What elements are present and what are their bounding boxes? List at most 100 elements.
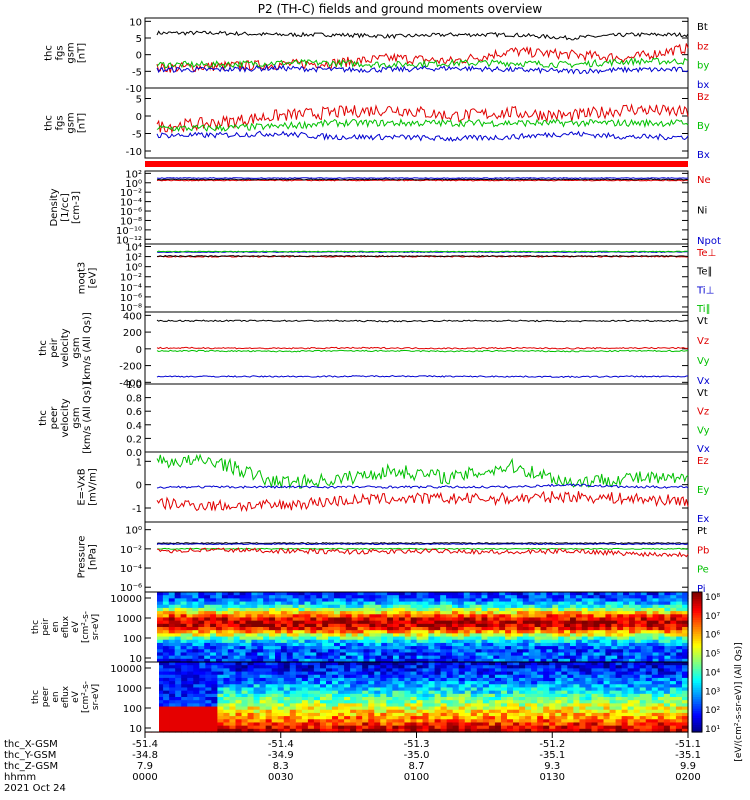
spectrogram-cell — [446, 687, 454, 692]
spectrogram-cell — [398, 633, 406, 638]
spectrogram-cell — [525, 725, 532, 730]
spectrogram-cell — [289, 668, 297, 673]
spectrogram-cell — [393, 646, 400, 650]
spectrogram-cell — [585, 693, 593, 698]
spectrogram-cell — [301, 728, 309, 733]
spectrogram-cell — [298, 652, 306, 657]
spectrogram-cell — [615, 703, 623, 708]
spectrogram-cell — [307, 681, 315, 685]
spectrogram-cell — [292, 627, 300, 631]
spectrogram-cell — [663, 725, 671, 730]
spectrogram-cell — [615, 722, 623, 727]
spectrogram-cell — [615, 706, 623, 711]
spectrogram-cell — [676, 630, 683, 634]
spectrogram-cell — [546, 617, 553, 622]
spectrogram-cell — [175, 719, 182, 724]
spectrogram-cell — [609, 722, 617, 727]
spectrogram-cell — [192, 614, 199, 619]
spectrogram-cell — [180, 598, 188, 603]
spectrogram-cell — [516, 623, 524, 628]
spectrogram-cell — [676, 649, 683, 654]
spectrogram-cell — [216, 617, 223, 622]
colorbar-segment — [692, 608, 702, 612]
spectrogram-cell — [537, 662, 544, 666]
spectrogram-cell — [605, 649, 612, 654]
spectrogram-cell — [488, 712, 496, 717]
spectrogram-cell — [227, 601, 235, 606]
spectrogram-cell — [227, 639, 235, 644]
spectrogram-cell — [211, 706, 218, 711]
spectrogram-cell — [675, 677, 683, 682]
spectrogram-cell — [162, 617, 170, 622]
spectrogram-cell — [280, 601, 288, 606]
spectrogram-cell — [476, 690, 484, 695]
spectrogram-cell — [181, 662, 188, 666]
spectrogram-cell — [663, 712, 671, 717]
spectrogram-cell — [310, 607, 317, 612]
spectrogram-cell — [410, 674, 418, 679]
spectrogram-cell — [575, 630, 583, 634]
spectrogram-cell — [645, 674, 653, 679]
spectrogram-cell — [350, 693, 357, 698]
spectrogram-cell — [669, 700, 677, 704]
spectrogram-cell — [528, 642, 536, 647]
spectrogram-cell — [398, 706, 406, 711]
spectrogram-cell — [339, 592, 347, 596]
spectrogram-cell — [469, 623, 477, 628]
spectrogram-cell — [205, 693, 212, 698]
spectrogram-cell — [540, 604, 547, 609]
spectrogram-cell — [301, 690, 309, 695]
spectrogram-cell — [221, 607, 229, 612]
spectrogram-cell — [216, 627, 223, 631]
spectrogram-cell — [192, 601, 199, 606]
spectrogram-cell — [350, 668, 357, 673]
spectrogram-cell — [452, 630, 459, 634]
spectrogram-cell — [682, 607, 689, 612]
spectrogram-cell — [168, 633, 176, 638]
spectrogram-cell — [181, 700, 188, 704]
spectrogram-cell — [275, 649, 282, 654]
spectrogram-cell — [168, 598, 176, 603]
spectrogram-cell — [386, 665, 393, 669]
spectrogram-cell — [157, 728, 164, 733]
spectrogram-cell — [381, 655, 388, 660]
spectrogram-cell — [157, 639, 164, 644]
spectrogram-cell — [351, 592, 359, 596]
spectrogram-cell — [593, 611, 601, 615]
spectrogram-cell — [387, 607, 394, 612]
spectrogram-cell — [452, 655, 459, 660]
spectrogram-cell — [319, 703, 327, 708]
spectrogram-cell — [180, 658, 188, 663]
spectrogram-cell — [621, 719, 629, 724]
spectrogram-cell — [603, 677, 611, 682]
spectrogram-cell — [192, 652, 199, 657]
spectrogram-cell — [651, 690, 659, 695]
y-axis-label: gsm — [71, 407, 82, 428]
spectrogram-cell — [621, 687, 629, 692]
spectrogram-cell — [482, 674, 490, 679]
x-tick-label: 7.9 — [137, 761, 153, 772]
spectrogram-cell — [540, 649, 547, 654]
spectrogram-cell — [162, 636, 170, 641]
legend-Vy: Vy — [697, 425, 710, 436]
colorbar-segment — [692, 636, 702, 640]
spectrogram-cell — [646, 639, 654, 644]
spectrogram-cell — [422, 677, 430, 682]
spectrogram-cell — [675, 706, 683, 711]
spectrogram-cell — [422, 646, 429, 650]
spectrogram-cell — [227, 633, 235, 638]
spectrogram-cell — [235, 700, 243, 704]
spectrogram-cell — [205, 706, 212, 711]
spectrogram-cell — [555, 681, 562, 685]
spectrogram-cell — [452, 681, 460, 685]
x-row-label: thc_Y-GSM — [4, 750, 56, 761]
spectrogram-cell — [357, 604, 365, 609]
spectrogram-cell — [416, 592, 424, 596]
spectrogram-cell — [298, 601, 306, 606]
spectrogram-cell — [398, 722, 406, 727]
spectrogram-cell — [537, 687, 544, 692]
spectrogram-cell — [263, 611, 270, 615]
spectrogram-cell — [611, 642, 618, 647]
x-tick-label: -51.4 — [268, 739, 294, 750]
spectrogram-cell — [487, 658, 494, 663]
